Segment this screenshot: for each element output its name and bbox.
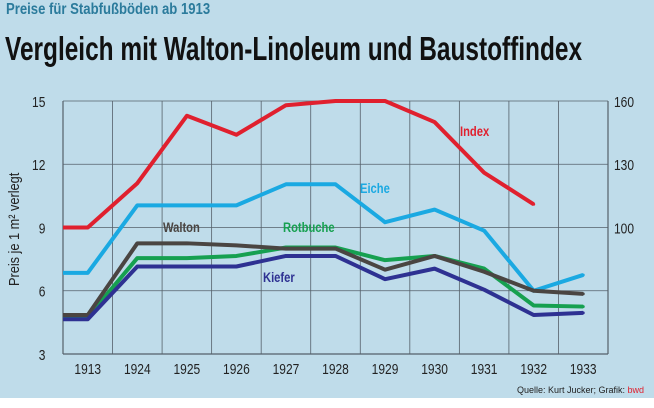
- data-point-index: [86, 226, 90, 229]
- data-point-walton: [234, 243, 238, 247]
- data-point-walton: [334, 247, 337, 251]
- data-point-kiefer: [482, 288, 486, 292]
- data-point-kiefer: [383, 277, 387, 281]
- data-point-eiche: [135, 203, 139, 207]
- data-point-eiche: [234, 203, 238, 207]
- data-point-rotbuche: [234, 254, 238, 258]
- data-point-eiche: [383, 220, 387, 224]
- data-point-eiche: [334, 182, 337, 186]
- data-point-walton: [383, 268, 387, 272]
- series-label-rotbuche: Rotbuche: [283, 220, 335, 235]
- axis-labels: 3 6 9 12 15 100 130 160 1913 1924 1925 1926 1927 1928…: [32, 94, 634, 378]
- data-point-rotbuche: [482, 267, 486, 271]
- data-point-walton: [433, 254, 437, 258]
- data-point-rotbuche: [581, 305, 585, 309]
- x-tick-label: 1933: [570, 361, 597, 378]
- data-point-index: [383, 99, 387, 103]
- data-point-index: [433, 120, 437, 124]
- x-tick-label: 1927: [273, 361, 300, 378]
- data-point-index: [532, 202, 536, 206]
- data-point-kiefer: [334, 254, 337, 258]
- series-line-walton: [63, 241, 584, 317]
- data-point-kiefer: [86, 317, 90, 321]
- data-point-kiefer: [433, 267, 437, 271]
- series-line-kiefer: [63, 253, 584, 322]
- series-lines: [63, 99, 585, 322]
- y-axis-label: Preis je 1 m² verlegt: [5, 173, 22, 286]
- source-text: Quelle: Kurt Jucker; Grafik:: [517, 385, 628, 395]
- data-point-rotbuche: [135, 256, 139, 260]
- data-point-eiche: [433, 208, 437, 212]
- data-point-kiefer: [532, 313, 536, 317]
- data-point-walton: [284, 247, 288, 251]
- y-tick-label: 12: [32, 157, 45, 174]
- y2-tick-label: 130: [614, 157, 634, 174]
- data-point-rotbuche: [383, 258, 387, 262]
- chart-title: Vergleich mit Walton-Linoleum und Bausto…: [5, 30, 583, 67]
- data-point-index: [185, 114, 189, 118]
- y-tick-label: 9: [39, 220, 46, 237]
- y-tick-label: 3: [39, 347, 46, 364]
- y-tick-label: 15: [32, 94, 45, 111]
- source-brand: bwd: [627, 385, 644, 395]
- data-point-eiche: [581, 273, 585, 277]
- x-tick-label: 1931: [471, 361, 498, 378]
- series-label-walton: Walton: [163, 220, 200, 235]
- data-point-walton: [581, 292, 585, 296]
- data-point-kiefer: [234, 265, 238, 269]
- data-point-index: [284, 103, 288, 107]
- data-point-walton: [532, 289, 536, 293]
- x-tick-label: 1932: [520, 361, 547, 378]
- data-point-index: [334, 99, 337, 103]
- y2-tick-label: 100: [614, 220, 634, 237]
- y-tick-label: 6: [39, 283, 46, 300]
- x-tick-label: 1913: [74, 361, 101, 378]
- data-point-kiefer: [185, 265, 189, 269]
- data-point-eiche: [86, 271, 90, 275]
- y2-tick-label: 160: [614, 94, 634, 111]
- data-point-walton: [185, 241, 189, 245]
- x-tick-label: 1926: [223, 361, 250, 378]
- x-tick-label: 1930: [421, 361, 448, 378]
- series-label-eiche: Eiche: [360, 181, 390, 196]
- series-label-index: Index: [460, 124, 489, 139]
- grid: [62, 100, 609, 355]
- source-note: Quelle: Kurt Jucker; Grafik: bwd: [517, 385, 644, 395]
- data-point-rotbuche: [185, 256, 189, 260]
- x-tick-label: 1929: [372, 361, 399, 378]
- data-point-kiefer: [135, 265, 139, 269]
- data-point-eiche: [185, 203, 189, 207]
- data-point-rotbuche: [532, 304, 536, 308]
- data-point-eiche: [482, 229, 486, 233]
- data-point-walton: [482, 270, 486, 274]
- x-tick-label: 1924: [124, 361, 151, 378]
- x-tick-label: 1925: [174, 361, 201, 378]
- series-label-kiefer: Kiefer: [263, 270, 295, 285]
- series-line-eiche: [63, 182, 584, 293]
- data-point-walton: [135, 241, 139, 245]
- x-tick-label: 1928: [322, 361, 349, 378]
- data-point-index: [234, 133, 238, 137]
- data-point-eiche: [284, 182, 288, 186]
- data-point-index: [135, 181, 139, 185]
- chart-panel: Preise für Stabfußböden ab 1913 Vergleic…: [0, 0, 654, 398]
- data-point-index: [482, 171, 486, 175]
- data-point-kiefer: [284, 254, 288, 258]
- data-point-kiefer: [581, 311, 585, 315]
- chart-subtitle: Preise für Stabfußböden ab 1913: [6, 1, 211, 18]
